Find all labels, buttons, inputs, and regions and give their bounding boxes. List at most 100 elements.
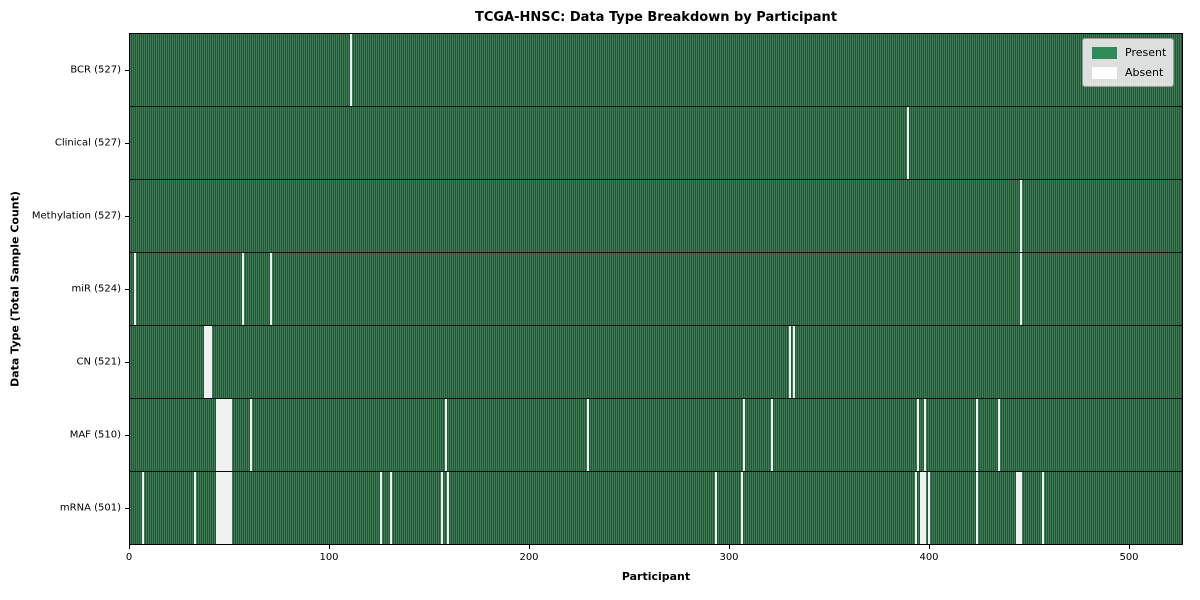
absent-line xyxy=(193,472,196,544)
x-tick-label-500: 500 xyxy=(1119,552,1139,563)
absent-line xyxy=(219,472,222,544)
absent-line xyxy=(141,472,144,544)
legend-entry-present: Present xyxy=(1092,46,1167,59)
absent-swatch xyxy=(1092,66,1117,79)
absent-line xyxy=(916,399,919,471)
absent-line xyxy=(788,326,791,398)
x-tick-label-100: 100 xyxy=(319,552,339,563)
y-tick-label-Clinical: Clinical (527) xyxy=(54,137,121,149)
row-Clinical xyxy=(130,107,1182,180)
y-tick-label-CN: CN (521) xyxy=(76,356,121,368)
x-tick-label-400: 400 xyxy=(919,552,939,563)
x-tick-mark xyxy=(729,545,730,549)
y-tick-mark xyxy=(125,69,129,71)
absent-line xyxy=(441,472,444,544)
absent-line xyxy=(770,399,773,471)
absent-line xyxy=(1018,472,1021,544)
absent-line xyxy=(1042,472,1045,544)
x-tick-mark xyxy=(929,545,930,549)
x-axis-label: Participant xyxy=(621,570,691,583)
absent-line xyxy=(269,253,272,325)
absent-line xyxy=(445,399,448,471)
absent-line xyxy=(215,399,218,471)
absent-line xyxy=(221,472,224,544)
absent-line xyxy=(1020,180,1023,252)
absent-line xyxy=(221,399,224,471)
absent-line xyxy=(447,472,450,544)
y-tick-label-BCR: BCR (527) xyxy=(70,64,121,76)
legend-label-absent: Absent xyxy=(1125,66,1164,79)
y-tick-label-Methylation: Methylation (527) xyxy=(31,210,121,222)
absent-line xyxy=(203,326,206,398)
absent-line xyxy=(792,326,795,398)
x-tick-label-0: 0 xyxy=(125,552,133,563)
absent-line xyxy=(1020,253,1023,325)
absent-line xyxy=(217,399,220,471)
legend: Present Absent xyxy=(1082,38,1174,87)
row-miR xyxy=(130,253,1182,326)
absent-line xyxy=(229,472,232,544)
absent-line xyxy=(906,107,909,179)
absent-line xyxy=(227,399,230,471)
absent-line xyxy=(924,399,927,471)
chart-title: TCGA-HNSC: Data Type Breakdown by Partic… xyxy=(474,10,838,25)
y-tick-label-miR: miR (524) xyxy=(71,283,121,295)
absent-line xyxy=(249,399,252,471)
x-tick-mark xyxy=(529,545,530,549)
absent-line xyxy=(223,472,226,544)
absent-line xyxy=(1016,472,1019,544)
absent-line xyxy=(205,326,208,398)
absent-line xyxy=(922,472,925,544)
legend-entry-absent: Absent xyxy=(1092,66,1164,79)
absent-line xyxy=(209,326,212,398)
legend-label-present: Present xyxy=(1125,46,1167,59)
absent-line xyxy=(225,472,228,544)
absent-line xyxy=(215,472,218,544)
y-tick-mark xyxy=(125,215,129,217)
y-tick-mark xyxy=(125,362,129,364)
absent-line xyxy=(389,472,392,544)
absent-line xyxy=(379,472,382,544)
absent-line xyxy=(217,472,220,544)
absent-line xyxy=(714,472,717,544)
absent-line xyxy=(225,399,228,471)
row-BCR xyxy=(130,34,1182,107)
x-tick-mark xyxy=(129,545,130,549)
absent-line xyxy=(914,472,917,544)
absent-line xyxy=(742,399,745,471)
absent-line xyxy=(133,253,136,325)
row-CN xyxy=(130,326,1182,399)
x-tick-label-300: 300 xyxy=(719,552,739,563)
row-Methylation xyxy=(130,180,1182,253)
absent-line xyxy=(207,326,210,398)
absent-line xyxy=(976,472,979,544)
absent-line xyxy=(219,399,222,471)
y-tick-mark xyxy=(125,289,129,290)
present-swatch xyxy=(1092,46,1117,59)
y-tick-label-mRNA: mRNA (501) xyxy=(59,502,121,514)
y-tick-mark xyxy=(125,508,129,510)
absent-line xyxy=(223,399,226,471)
absent-line xyxy=(227,472,230,544)
absent-line xyxy=(349,34,352,106)
absent-line xyxy=(924,472,927,544)
row-MAF xyxy=(130,399,1182,472)
x-tick-label-200: 200 xyxy=(519,552,539,563)
absent-line xyxy=(928,472,931,544)
y-tick-label-MAF: MAF (510) xyxy=(69,429,121,441)
absent-line xyxy=(976,399,979,471)
absent-line xyxy=(920,472,923,544)
heatmap-plot-area xyxy=(129,33,1183,545)
absent-line xyxy=(241,253,244,325)
x-tick-mark xyxy=(1129,545,1130,549)
absent-line xyxy=(229,399,232,471)
y-tick-mark xyxy=(125,435,129,437)
y-tick-mark xyxy=(125,142,129,144)
x-tick-mark xyxy=(329,545,330,549)
absent-line xyxy=(587,399,590,471)
absent-line xyxy=(740,472,743,544)
absent-line xyxy=(1020,472,1023,544)
row-mRNA xyxy=(130,472,1182,544)
absent-line xyxy=(998,399,1001,471)
